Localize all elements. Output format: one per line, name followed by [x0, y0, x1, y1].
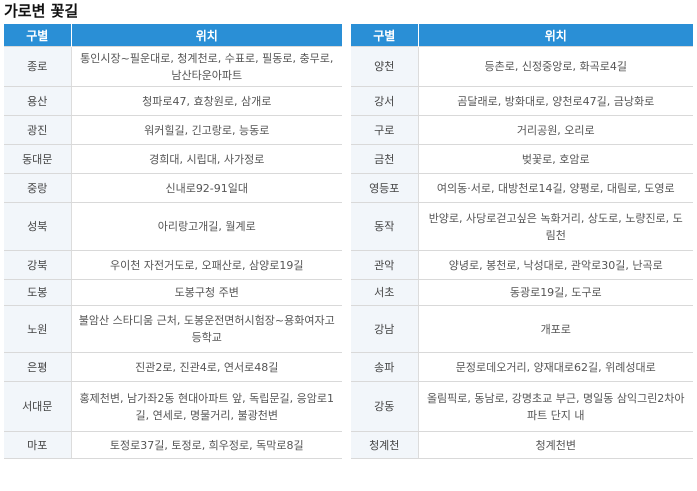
location-cell: 반양로, 사당로걷고싶은 녹화거리, 상도로, 노량진로, 도림천 [418, 202, 693, 251]
table-header-row: 구별 위치 [4, 24, 342, 47]
district-cell: 양천 [351, 46, 419, 87]
table-row: 마포 토정로37길, 토정로, 희우정로, 독막로8길 [4, 431, 342, 459]
table-row: 노원 불암산 스타디움 근처, 도봉운전면허시험장~용화여자고등학교 [4, 305, 342, 353]
location-cell: 올림픽로, 동남로, 강명초교 부근, 명일동 삼익그린2차아파트 단지 내 [418, 381, 693, 432]
district-cell: 서대문 [4, 381, 72, 432]
district-cell: 종로 [4, 46, 72, 87]
location-cell: 아리랑고개길, 월계로 [71, 202, 342, 251]
location-cell: 토정로37길, 토정로, 희우정로, 독막로8길 [71, 431, 342, 459]
table-row: 용산 청파로47, 효창원로, 삼개로 [4, 86, 342, 116]
table-row: 양천 등촌로, 신정중앙로, 화곡로4길 [351, 46, 693, 87]
district-cell: 광진 [4, 115, 72, 145]
table-row: 강북 우이천 자전거도로, 오패산로, 삼양로19길 [4, 250, 342, 280]
flower-road-table-left: 구별 위치 종로 통인시장~필운대로, 청계천로, 수표로, 필동로, 충무로,… [4, 24, 342, 459]
district-cell: 금천 [351, 144, 419, 174]
district-cell: 강남 [351, 305, 419, 353]
table-row: 송파 문정로데오거리, 양재대로62길, 위례성대로 [351, 352, 693, 382]
district-cell: 용산 [4, 86, 72, 116]
table-row: 강남 개포로 [351, 305, 693, 353]
flower-road-table-right: 구별 위치 양천 등촌로, 신정중앙로, 화곡로4길 강서 곰달래로, 방화대로… [351, 24, 693, 459]
table-row: 영등포 여의동·서로, 대방천로14길, 양평로, 대림로, 도영로 [351, 173, 693, 203]
district-cell: 도봉 [4, 279, 72, 306]
location-cell: 동광로19길, 도구로 [418, 279, 693, 306]
table-row: 종로 통인시장~필운대로, 청계천로, 수표로, 필동로, 충무로, 남산타운아… [4, 46, 342, 87]
location-cell: 양녕로, 봉천로, 낙성대로, 관악로30길, 난곡로 [418, 250, 693, 280]
table-row: 금천 벚꽃로, 호암로 [351, 144, 693, 174]
district-cell: 강북 [4, 250, 72, 280]
location-cell: 거리공원, 오리로 [418, 115, 693, 145]
table-row: 청계천 청계천변 [351, 431, 693, 459]
column-header-location: 위치 [71, 24, 342, 47]
column-header-location: 위치 [418, 24, 693, 47]
location-cell: 벚꽃로, 호암로 [418, 144, 693, 174]
location-cell: 청계천변 [418, 431, 693, 459]
district-cell: 청계천 [351, 431, 419, 459]
location-cell: 신내로92-91일대 [71, 173, 342, 203]
location-cell: 우이천 자전거도로, 오패산로, 삼양로19길 [71, 250, 342, 280]
district-cell: 영등포 [351, 173, 419, 203]
district-cell: 중랑 [4, 173, 72, 203]
location-cell: 워커힐길, 긴고랑로, 능동로 [71, 115, 342, 145]
table-row: 성북 아리랑고개길, 월계로 [4, 202, 342, 251]
table-row: 강서 곰달래로, 방화대로, 양천로47길, 금낭화로 [351, 86, 693, 116]
district-cell: 마포 [4, 431, 72, 459]
table-row: 구로 거리공원, 오리로 [351, 115, 693, 145]
district-cell: 노원 [4, 305, 72, 353]
district-cell: 송파 [351, 352, 419, 382]
district-cell: 강동 [351, 381, 419, 432]
page-title: 가로변 꽃길 [4, 2, 79, 20]
location-cell: 진관2로, 진관4로, 연서로48길 [71, 352, 342, 382]
table-row: 동작 반양로, 사당로걷고싶은 녹화거리, 상도로, 노량진로, 도림천 [351, 202, 693, 251]
table-row: 도봉 도봉구청 주변 [4, 279, 342, 306]
district-cell: 성북 [4, 202, 72, 251]
table-row: 강동 올림픽로, 동남로, 강명초교 부근, 명일동 삼익그린2차아파트 단지 … [351, 381, 693, 432]
district-cell: 서초 [351, 279, 419, 306]
district-cell: 동대문 [4, 144, 72, 174]
location-cell: 곰달래로, 방화대로, 양천로47길, 금낭화로 [418, 86, 693, 116]
table-row: 은평 진관2로, 진관4로, 연서로48길 [4, 352, 342, 382]
table-row: 서초 동광로19길, 도구로 [351, 279, 693, 306]
table-row: 동대문 경희대, 시립대, 사가정로 [4, 144, 342, 174]
district-cell: 은평 [4, 352, 72, 382]
table-header-row: 구별 위치 [351, 24, 693, 47]
location-cell: 경희대, 시립대, 사가정로 [71, 144, 342, 174]
location-cell: 개포로 [418, 305, 693, 353]
district-cell: 동작 [351, 202, 419, 251]
district-cell: 강서 [351, 86, 419, 116]
location-cell: 홍제천변, 남가좌2동 현대아파트 앞, 독립문길, 응암로1길, 연세로, 명… [71, 381, 342, 432]
table-row: 서대문 홍제천변, 남가좌2동 현대아파트 앞, 독립문길, 응암로1길, 연세… [4, 381, 342, 432]
column-header-district: 구별 [351, 24, 419, 47]
column-header-district: 구별 [4, 24, 72, 47]
district-cell: 구로 [351, 115, 419, 145]
table-row: 중랑 신내로92-91일대 [4, 173, 342, 203]
location-cell: 통인시장~필운대로, 청계천로, 수표로, 필동로, 충무로, 남산타운아파트 [71, 46, 342, 87]
table-row: 광진 워커힐길, 긴고랑로, 능동로 [4, 115, 342, 145]
table-row: 관악 양녕로, 봉천로, 낙성대로, 관악로30길, 난곡로 [351, 250, 693, 280]
location-cell: 청파로47, 효창원로, 삼개로 [71, 86, 342, 116]
district-cell: 관악 [351, 250, 419, 280]
location-cell: 여의동·서로, 대방천로14길, 양평로, 대림로, 도영로 [418, 173, 693, 203]
location-cell: 문정로데오거리, 양재대로62길, 위례성대로 [418, 352, 693, 382]
location-cell: 불암산 스타디움 근처, 도봉운전면허시험장~용화여자고등학교 [71, 305, 342, 353]
location-cell: 등촌로, 신정중앙로, 화곡로4길 [418, 46, 693, 87]
location-cell: 도봉구청 주변 [71, 279, 342, 306]
